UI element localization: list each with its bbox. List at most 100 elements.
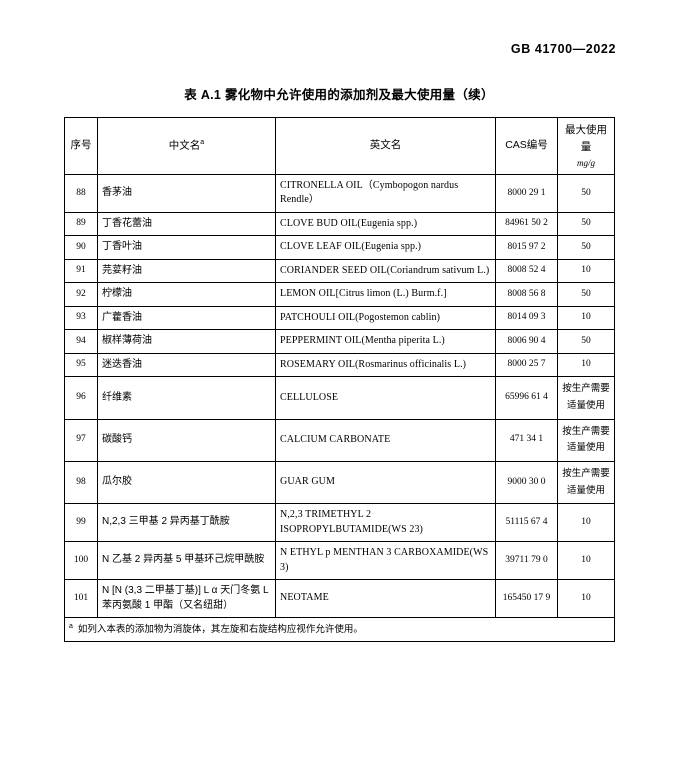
cell-chinese-name: 丁香叶油 (97, 235, 276, 260)
footnote-marker: a (69, 623, 73, 631)
cell-chinese-name: N [N (3,3 二甲基丁基)] L α 天门冬氨 L 苯丙氨酸 1 甲酯（又… (97, 579, 276, 619)
cell-serial-number: 89 (64, 211, 98, 237)
cell-max-usage: 按生产需要适量使用 (557, 418, 615, 462)
table-footnote-cell: a 如列入本表的添加物为消旋体，其左旋和右旋结构应视作允许使用。 (64, 617, 615, 643)
cell-english-name: N,2,3 TRIMETHYL 2 ISOPROPYLBUTAMIDE(WS 2… (275, 503, 496, 543)
table-row: 91 芫荽籽油 CORIANDER SEED OIL(Coriandrum sati… (64, 258, 615, 284)
cell-max-usage: 10 (557, 503, 615, 543)
table-row: 88 香茅油 CITRONELLA OIL（Cymbopogon nardus Re… (64, 173, 615, 213)
cell-english-name: ROSEMARY OIL(Rosmarinus officinalis L.) (275, 352, 496, 378)
cell-serial-number: 95 (64, 352, 98, 378)
cell-english-name: CITRONELLA OIL（Cymbopogon nardus Rendle） (275, 173, 496, 213)
table-row: 99 N,2,3 三甲基 2 异丙基丁酰胺 N,2,3 TRIMETHYL 2 IS… (64, 503, 615, 543)
cell-serial-number: 98 (64, 460, 98, 505)
cell-english-name: CALCIUM CARBONATE (275, 418, 496, 462)
cell-cas-number: 8008 52 4 (495, 258, 558, 284)
cell-serial-number: 93 (64, 305, 98, 331)
cell-english-name: LEMON OIL[Citrus limon (L.) Burm.f.] (275, 282, 496, 307)
cell-cas-number: 8000 29 1 (495, 173, 558, 213)
cell-serial-number: 100 (64, 541, 98, 581)
header-max-usage-text: 最大使用量 (565, 124, 607, 153)
table-row: 92 柠檬油 LEMON OIL[Citrus limon (L.) Burm.f.… (64, 282, 615, 307)
header-footnote-marker: a (200, 139, 205, 147)
table-container: 序号 中文名a 英文名 CAS编号 最大使用量 mg/g 88 香茅油 CITRONE… (64, 117, 615, 643)
cell-serial-number: 92 (64, 282, 98, 307)
cell-cas-number: 165450 17 9 (495, 579, 558, 619)
table-body: 88 香茅油 CITRONELLA OIL（Cymbopogon nardus Re… (64, 173, 615, 619)
cell-cas-number: 51115 67 4 (495, 503, 558, 543)
cell-chinese-name: 椒样薄荷油 (97, 329, 276, 354)
cell-cas-number: 65996 61 4 (495, 376, 558, 420)
cell-cas-number: 8006 90 4 (495, 329, 558, 354)
table-row: 95 迷迭香油 ROSEMARY OIL(Rosmarinus officinali… (64, 352, 615, 378)
cell-chinese-name: 瓜尔胶 (97, 460, 276, 505)
table-row: 101 N [N (3,3 二甲基丁基)] L α 天门冬氨 L 苯丙氨酸 1 甲… (64, 579, 615, 619)
cell-english-name: PEPPERMINT OIL(Mentha piperita L.) (275, 329, 496, 354)
cell-english-name: CORIANDER SEED OIL(Coriandrum sativum L.… (275, 258, 496, 284)
cell-serial-number: 91 (64, 258, 98, 284)
cell-cas-number: 8008 56 8 (495, 282, 558, 307)
cell-cas-number: 8015 97 2 (495, 235, 558, 260)
cell-chinese-name: 纤维素 (97, 376, 276, 420)
cell-chinese-name: 广藿香油 (97, 305, 276, 331)
cell-serial-number: 96 (64, 376, 98, 420)
cell-chinese-name: 丁香花蕾油 (97, 211, 276, 237)
cell-max-usage: 按生产需要适量使用 (557, 376, 615, 420)
cell-chinese-name: 柠檬油 (97, 282, 276, 307)
cell-cas-number: 9000 30 0 (495, 460, 558, 505)
table-row: 97 碳酸钙 CALCIUM CARBONATE 471 34 1 按生产需要适量使用 (64, 418, 615, 462)
table-row: 94 椒样薄荷油 PEPPERMINT OIL(Mentha piperita L.… (64, 329, 615, 354)
table-footer: a 如列入本表的添加物为消旋体，其左旋和右旋结构应视作允许使用。 (64, 617, 615, 643)
cell-english-name: GUAR GUM (275, 460, 496, 505)
cell-max-usage: 10 (557, 305, 615, 331)
cell-cas-number: 8014 09 3 (495, 305, 558, 331)
header-cell-chinese-name: 中文名a (97, 117, 276, 175)
header-max-usage-unit: mg/g (577, 157, 595, 168)
cell-serial-number: 97 (64, 418, 98, 462)
cell-max-usage: 10 (557, 579, 615, 619)
cell-cas-number: 471 34 1 (495, 418, 558, 462)
table-row: 100 N 乙基 2 异丙基 5 甲基环己烷甲酰胺 N ETHYL p MENTHA… (64, 541, 615, 581)
cell-max-usage: 10 (557, 352, 615, 378)
cell-max-usage: 50 (557, 282, 615, 307)
cell-cas-number: 39711 79 0 (495, 541, 558, 581)
cell-serial-number: 101 (64, 579, 98, 619)
cell-english-name: PATCHOULI OIL(Pogostemon cablin) (275, 305, 496, 331)
cell-max-usage: 10 (557, 258, 615, 284)
footnote-text: 如列入本表的添加物为消旋体，其左旋和右旋结构应视作允许使用。 (77, 624, 363, 636)
table-row: 98 瓜尔胶 GUAR GUM 9000 30 0 按生产需要适量使用 (64, 460, 615, 505)
table-row: 93 广藿香油 PATCHOULI OIL(Pogostemon cablin) 80… (64, 305, 615, 331)
cell-serial-number: 94 (64, 329, 98, 354)
cell-cas-number: 84961 50 2 (495, 211, 558, 237)
table-row: 89 丁香花蕾油 CLOVE BUD OIL(Eugenia spp.) 84961 … (64, 211, 615, 237)
cell-english-name: NEOTAME (275, 579, 496, 619)
standard-number-header: GB 41700—2022 (510, 42, 616, 56)
header-cell-max-usage: 最大使用量 mg/g (557, 117, 615, 175)
cell-english-name: N ETHYL p MENTHAN 3 CARBOXAMIDE(WS 3) (275, 541, 496, 581)
cell-chinese-name: 迷迭香油 (97, 352, 276, 378)
cell-chinese-name: N,2,3 三甲基 2 异丙基丁酰胺 (97, 503, 276, 543)
cell-max-usage: 50 (557, 329, 615, 354)
table-caption: 表 A.1 雾化物中允许使用的添加剂及最大使用量（续） (184, 88, 494, 102)
cell-serial-number: 88 (64, 173, 98, 213)
cell-max-usage: 50 (557, 211, 615, 237)
header-cell-cas: CAS编号 (495, 117, 558, 175)
cell-chinese-name: 香茅油 (97, 173, 276, 213)
additives-table: 序号 中文名a 英文名 CAS编号 最大使用量 mg/g 88 香茅油 CITRONE… (64, 117, 615, 643)
cell-english-name: CLOVE LEAF OIL(Eugenia spp.) (275, 235, 496, 260)
header-cell-no: 序号 (64, 117, 98, 175)
cell-cas-number: 8000 25 7 (495, 352, 558, 378)
table-row: 90 丁香叶油 CLOVE LEAF OIL(Eugenia spp.) 8015 9… (64, 235, 615, 260)
cell-max-usage: 按生产需要适量使用 (557, 460, 615, 505)
cell-chinese-name: 芫荽籽油 (97, 258, 276, 284)
header-cell-english-name: 英文名 (275, 117, 496, 175)
cell-max-usage: 10 (557, 541, 615, 581)
header-chinese-name-text: 中文名 (168, 139, 201, 152)
cell-max-usage: 50 (557, 235, 615, 260)
cell-serial-number: 90 (64, 235, 98, 260)
cell-chinese-name: N 乙基 2 异丙基 5 甲基环己烷甲酰胺 (97, 541, 276, 581)
cell-english-name: CELLULOSE (275, 376, 496, 420)
table-header-row: 序号 中文名a 英文名 CAS编号 最大使用量 mg/g (64, 117, 615, 175)
cell-max-usage: 50 (557, 173, 615, 213)
